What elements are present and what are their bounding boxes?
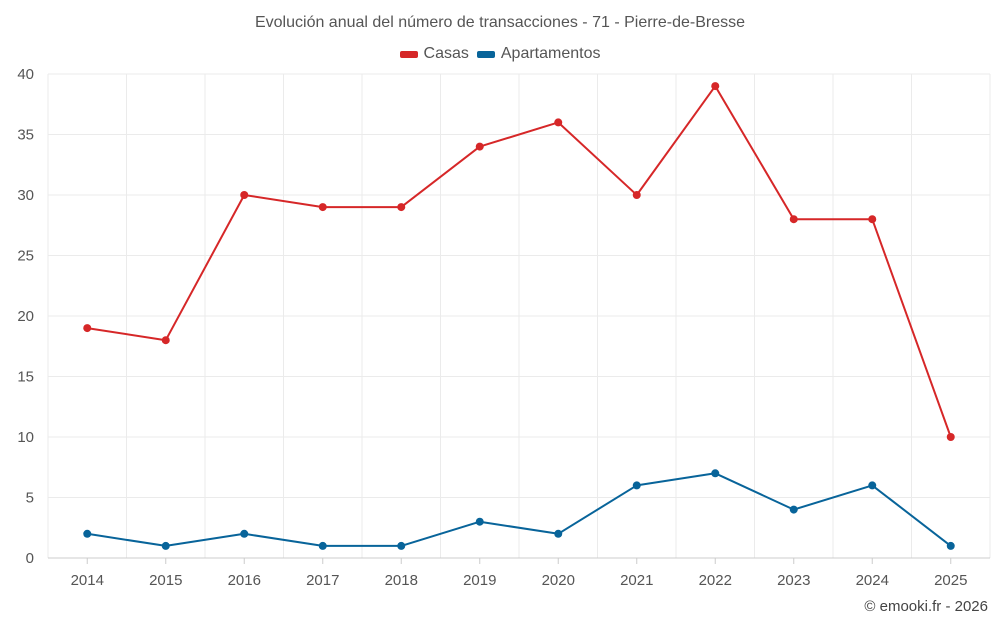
data-point-casas-2024 (868, 215, 877, 224)
y-tick-label-40: 40 (17, 66, 34, 83)
y-tick-label-25: 25 (17, 248, 34, 265)
y-tick-label-35: 35 (17, 127, 34, 144)
data-point-casas-2014 (83, 324, 92, 333)
data-point-apartamentos-2018 (397, 541, 406, 550)
data-point-apartamentos-2014 (83, 529, 92, 538)
data-point-apartamentos-2020 (554, 529, 563, 538)
data-point-casas-2015 (161, 336, 170, 345)
data-point-casas-2017 (318, 203, 327, 212)
x-tick-label-2021: 2021 (620, 572, 653, 589)
legend-swatch-apartamentos (476, 50, 495, 58)
data-point-apartamentos-2021 (632, 481, 641, 490)
credit-text: © emooki.fr - 2026 (864, 598, 988, 615)
legend-label-apartamentos: Apartamentos (500, 45, 601, 62)
legend-swatch-casas (399, 50, 418, 58)
data-point-casas-2023 (789, 215, 798, 224)
y-tick-label-10: 10 (17, 429, 34, 446)
legend-item-casas[interactable]: Casas (399, 45, 469, 63)
y-tick-label-30: 30 (17, 187, 34, 204)
data-point-apartamentos-2019 (475, 517, 484, 526)
data-point-casas-2022 (711, 82, 720, 91)
data-point-apartamentos-2024 (868, 481, 877, 490)
legend-label-casas: Casas (423, 45, 469, 62)
data-point-casas-2025 (946, 433, 955, 441)
data-point-apartamentos-2015 (161, 541, 170, 550)
data-point-apartamentos-2025 (946, 541, 955, 550)
x-tick-label-2025: 2025 (934, 572, 967, 589)
series-line-apartamentos (87, 472, 952, 547)
data-point-apartamentos-2023 (789, 505, 798, 514)
data-point-apartamentos-2016 (240, 529, 249, 538)
x-tick-label-2017: 2017 (306, 572, 339, 589)
data-point-apartamentos-2022 (711, 469, 720, 478)
x-tick-label-2014: 2014 (71, 572, 104, 589)
y-tick-label-15: 15 (17, 369, 34, 386)
x-tick-label-2024: 2024 (856, 572, 889, 589)
data-point-casas-2021 (632, 191, 641, 199)
x-tick-label-2022: 2022 (699, 572, 732, 589)
y-tick-label-20: 20 (17, 308, 34, 325)
chart-title: Evolución anual del número de transaccio… (254, 14, 746, 31)
series-line-casas (87, 85, 952, 438)
x-tick-label-2016: 2016 (228, 572, 261, 589)
data-point-casas-2020 (554, 118, 563, 127)
x-tick-label-2020: 2020 (542, 572, 575, 589)
data-point-casas-2019 (475, 142, 484, 151)
data-point-casas-2016 (240, 191, 249, 199)
data-point-apartamentos-2017 (318, 541, 327, 550)
data-point-casas-2018 (397, 203, 406, 212)
x-tick-label-2019: 2019 (463, 572, 496, 589)
legend: Casas Apartamentos (0, 45, 1000, 63)
x-tick-label-2023: 2023 (777, 572, 810, 589)
x-tick-label-2018: 2018 (385, 572, 418, 589)
x-tick-label-2015: 2015 (149, 572, 182, 589)
y-tick-label-5: 5 (26, 490, 34, 507)
legend-item-apartamentos[interactable]: Apartamentos (476, 45, 601, 63)
y-tick-label-0: 0 (26, 550, 34, 567)
